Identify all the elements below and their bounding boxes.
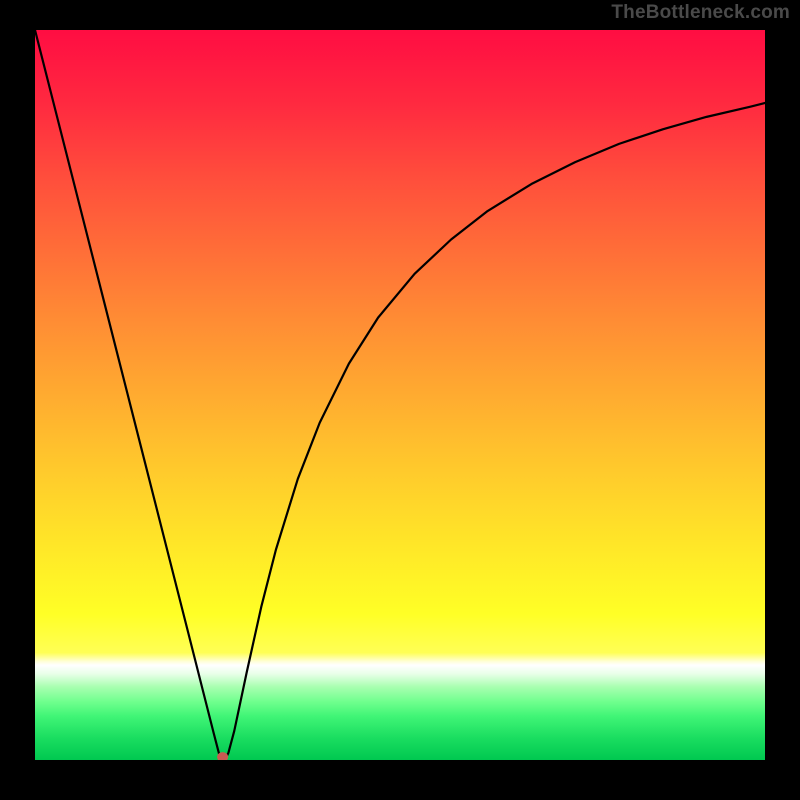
plot-area: [35, 30, 765, 760]
plot-svg: [35, 30, 765, 760]
watermark-text: TheBottleneck.com: [611, 2, 790, 24]
gradient-background: [35, 30, 765, 760]
